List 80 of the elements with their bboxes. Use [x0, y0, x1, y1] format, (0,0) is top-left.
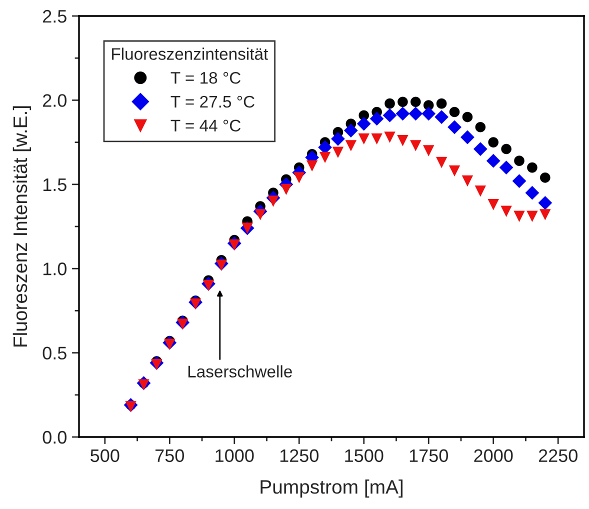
point — [475, 122, 486, 132]
point — [216, 260, 228, 271]
point — [384, 132, 396, 143]
point — [151, 358, 162, 370]
point — [410, 140, 422, 152]
point — [396, 106, 410, 121]
point — [370, 112, 384, 126]
point — [436, 156, 448, 168]
y-axis-title: Fluoreszenz Intensität [w.E.] — [12, 106, 31, 346]
point — [514, 156, 524, 166]
legend-label: T = 27.5 °C — [170, 96, 254, 108]
legend-label: T = 44 °C — [170, 120, 241, 132]
point — [460, 130, 474, 144]
point — [190, 298, 202, 310]
point — [331, 132, 345, 146]
point — [538, 196, 552, 210]
point — [294, 172, 305, 184]
point — [449, 106, 460, 118]
x-tick-label: 1250 — [280, 449, 319, 462]
point — [358, 133, 370, 145]
y-tick-label: 2.5 — [43, 10, 66, 23]
x-tick-label: 1750 — [410, 449, 448, 462]
point — [319, 152, 331, 164]
point — [423, 145, 434, 156]
point — [306, 160, 318, 172]
point — [448, 165, 460, 177]
point — [462, 112, 473, 122]
point — [202, 280, 214, 292]
point — [176, 318, 188, 330]
x-tick-label: 1500 — [345, 449, 384, 462]
point — [526, 210, 538, 222]
point — [488, 137, 499, 148]
y-tick-label: 2.0 — [43, 94, 66, 107]
point — [525, 186, 540, 200]
point — [488, 199, 499, 210]
point — [356, 116, 371, 131]
point — [345, 140, 357, 152]
y-tick-label: 0.0 — [42, 430, 66, 444]
point — [499, 160, 514, 175]
legend-title: Fluoreszenzintensität — [112, 48, 268, 60]
point — [448, 120, 462, 134]
point — [436, 98, 447, 109]
x-tick-label: 500 — [90, 449, 120, 462]
x-tick-label: 750 — [156, 449, 184, 462]
point — [164, 338, 176, 350]
x-tick-label: 2000 — [474, 449, 513, 462]
y-tick-label: 1.0 — [43, 262, 66, 276]
point — [500, 206, 512, 217]
point — [398, 96, 408, 108]
point — [422, 106, 436, 121]
x-tick-label: 1000 — [216, 449, 254, 462]
point — [397, 135, 408, 146]
point — [371, 133, 382, 145]
point — [410, 96, 421, 108]
point — [501, 144, 512, 154]
point — [540, 209, 551, 220]
point — [512, 174, 526, 188]
point — [486, 154, 500, 168]
annotation: Laserschwelle — [188, 365, 292, 378]
point — [280, 184, 292, 196]
point — [228, 239, 240, 251]
point — [268, 196, 279, 207]
point — [527, 162, 538, 173]
point — [384, 98, 395, 109]
x-tick-label: 2250 — [538, 449, 578, 462]
legend-label: T = 18 °C — [170, 72, 241, 84]
x-axis-title: Pumpstrom [mA] — [260, 480, 403, 498]
point — [344, 124, 358, 138]
point — [254, 209, 266, 220]
point — [408, 106, 423, 121]
point — [473, 142, 488, 156]
point — [382, 108, 397, 122]
point — [434, 110, 449, 124]
point — [332, 146, 344, 158]
y-tick-label: 1.5 — [43, 178, 66, 192]
point — [474, 186, 486, 197]
point — [462, 175, 474, 187]
point — [514, 210, 525, 222]
y-tick-label: 0.5 — [42, 346, 66, 360]
point — [540, 172, 550, 183]
